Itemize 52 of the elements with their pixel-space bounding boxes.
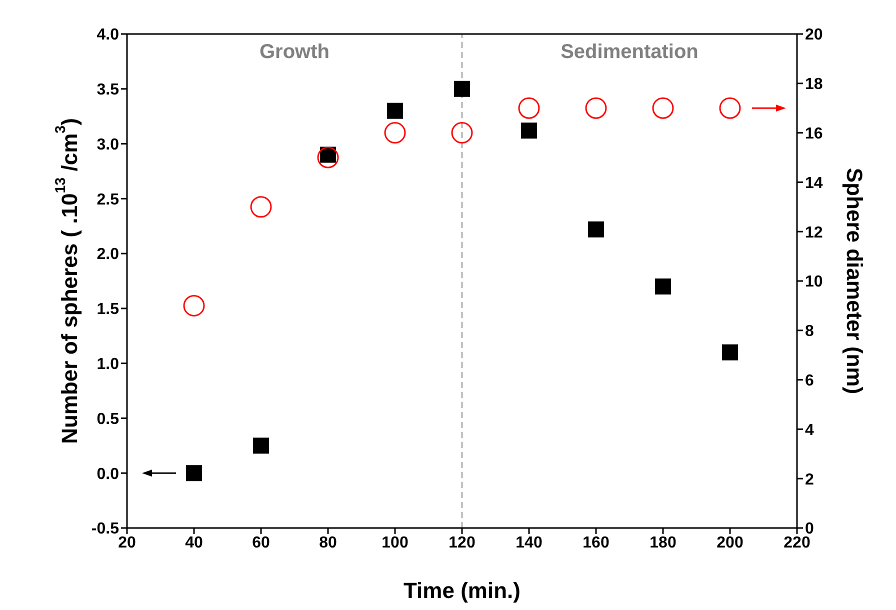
point <box>521 122 537 139</box>
point <box>652 97 674 119</box>
y-tick-label: 4.0 <box>96 26 120 44</box>
y2-axis-title: Sphere diameter (nm) <box>842 168 868 394</box>
y-tick-label: 3.5 <box>96 82 120 99</box>
x-tick-label: 200 <box>716 534 744 552</box>
y2-tick-label: 6 <box>805 372 814 390</box>
y2-tick-label: 20 <box>805 26 823 44</box>
y2-tick-label: 16 <box>805 125 823 142</box>
x-tick-label: 40 <box>185 534 203 552</box>
point <box>454 80 470 97</box>
annotation: Growth <box>260 41 330 63</box>
x-tick-label: 160 <box>582 534 610 552</box>
point <box>518 97 540 119</box>
point <box>451 122 473 144</box>
y2-tick-label: 10 <box>805 274 823 291</box>
y2-tick-label: 12 <box>805 224 823 242</box>
y2-tick-label: 18 <box>805 76 823 94</box>
point <box>719 97 741 119</box>
point <box>186 465 202 482</box>
point <box>250 196 272 218</box>
x-tick-label: 100 <box>382 534 408 552</box>
x-tick-label: 60 <box>252 534 270 552</box>
point <box>317 146 339 168</box>
point <box>722 344 738 360</box>
y2-tick-label: 4 <box>805 422 814 439</box>
x-tick-label: 120 <box>448 534 476 552</box>
y-tick-label: 1.0 <box>96 356 120 374</box>
y-tick-label: -0.5 <box>91 520 120 538</box>
x-axis-title: Time (min.) <box>404 578 520 603</box>
y-tick-label: 0.5 <box>96 410 120 428</box>
x-tick-label: 20 <box>118 534 136 552</box>
y-tick-label: 3.0 <box>96 136 120 154</box>
y2-tick-label: 2 <box>805 471 814 488</box>
point <box>588 221 604 238</box>
y-tick-label: 0.0 <box>96 466 120 483</box>
point <box>384 122 406 144</box>
x-tick-label: 220 <box>784 534 810 552</box>
y-tick-label: 2.5 <box>96 191 120 208</box>
point <box>585 97 607 119</box>
annotation: Sedimentation <box>560 41 698 63</box>
point <box>183 294 205 316</box>
point <box>655 278 671 294</box>
point <box>253 438 269 454</box>
y-tick-label: 1.5 <box>96 301 120 318</box>
x-tick-label: 80 <box>319 534 337 552</box>
y2-tick-label: 8 <box>805 323 814 340</box>
x-tick-label: 140 <box>516 534 542 552</box>
point <box>387 102 403 119</box>
y-tick-label: 2.0 <box>96 246 120 264</box>
y2-tick-label: 14 <box>805 174 823 192</box>
x-tick-label: 180 <box>650 534 676 552</box>
